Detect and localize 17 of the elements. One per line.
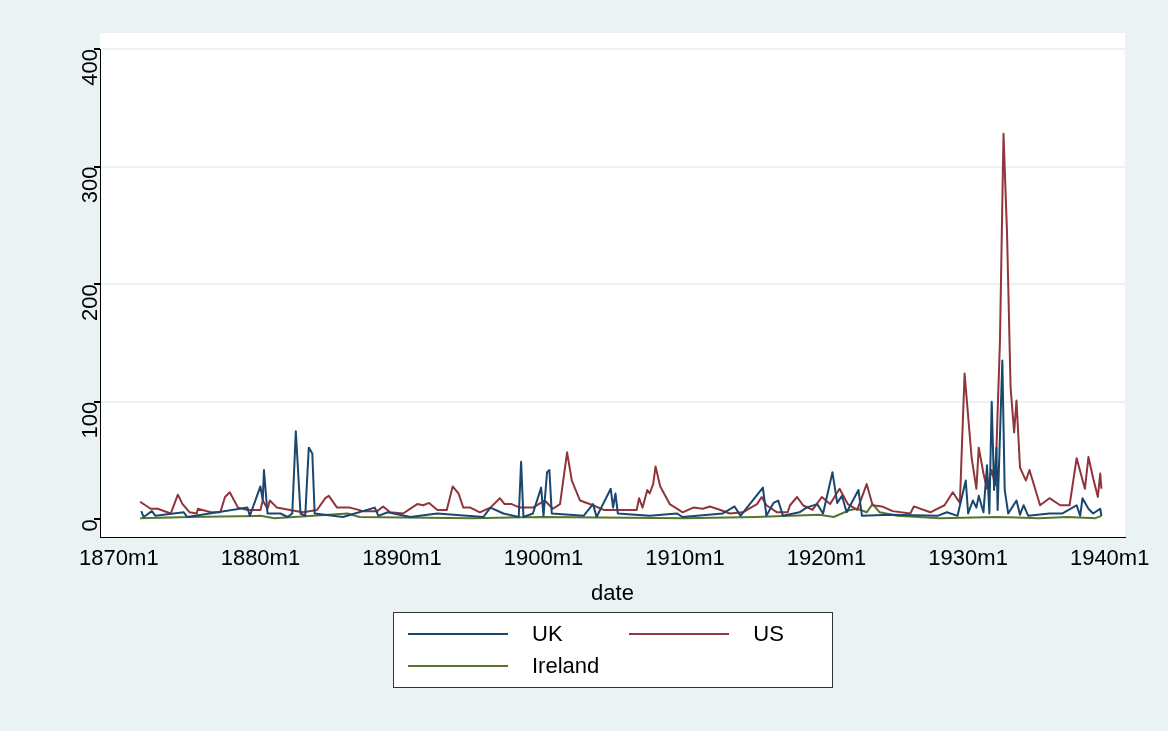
legend-label: UK	[532, 621, 563, 647]
x-tick-label: 1900m1	[503, 545, 584, 571]
y-tick-label: 400	[77, 49, 103, 86]
y-tick-label: 100	[77, 401, 103, 439]
y-tick-label: 200	[77, 284, 103, 321]
x-tick-label: 1880m1	[220, 545, 301, 571]
x-tick-label: 1910m1	[645, 545, 725, 571]
y-tick-label: 300	[77, 166, 103, 204]
x-tick-label: 1930m1	[928, 545, 1008, 571]
legend-label: Ireland	[532, 653, 600, 679]
x-axis-title: date	[591, 579, 634, 605]
legend-label: US	[753, 621, 784, 647]
x-tick-label: 1890m1	[362, 545, 442, 571]
x-tick-label: 1940m1	[1069, 545, 1150, 571]
y-tick-label: 0	[77, 519, 103, 532]
x-tick-label: 1920m1	[786, 545, 867, 571]
x-tick-label: 1870m1	[79, 545, 159, 571]
